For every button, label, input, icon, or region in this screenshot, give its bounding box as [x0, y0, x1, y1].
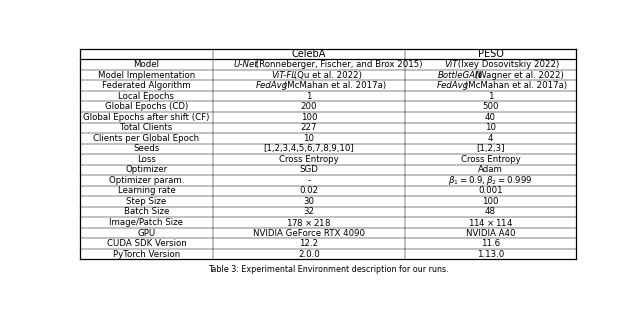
Text: 100: 100 — [482, 197, 499, 206]
Text: (Ronneberger, Fischer, and Brox 2015): (Ronneberger, Fischer, and Brox 2015) — [253, 60, 422, 69]
Text: CelebA: CelebA — [292, 49, 326, 59]
Text: Optimizer: Optimizer — [125, 165, 168, 174]
Text: [1,2,3]: [1,2,3] — [476, 144, 505, 153]
Text: -: - — [307, 176, 310, 185]
Text: Step Size: Step Size — [126, 197, 166, 206]
Text: NVIDIA A40: NVIDIA A40 — [466, 228, 515, 238]
Text: 12.2: 12.2 — [300, 239, 319, 248]
Text: CUDA SDK Version: CUDA SDK Version — [107, 239, 186, 248]
Text: (McMahan et al. 2017a): (McMahan et al. 2017a) — [281, 81, 386, 90]
Text: BottleGAN: BottleGAN — [438, 71, 482, 80]
Text: $114 \times 114$: $114 \times 114$ — [468, 217, 513, 228]
Text: Cross Entropy: Cross Entropy — [279, 155, 339, 164]
Text: Global Epochs after shift (CF): Global Epochs after shift (CF) — [83, 113, 210, 122]
Text: 4: 4 — [488, 134, 493, 143]
Text: Local Epochs: Local Epochs — [118, 92, 175, 101]
Text: Global Epochs (CD): Global Epochs (CD) — [105, 102, 188, 111]
Text: Model: Model — [134, 60, 159, 69]
Text: 2.0.0: 2.0.0 — [298, 250, 320, 258]
Text: Loss: Loss — [137, 155, 156, 164]
Text: GPU: GPU — [138, 228, 156, 238]
Text: Seeds: Seeds — [133, 144, 159, 153]
Text: Batch Size: Batch Size — [124, 208, 169, 216]
Text: 500: 500 — [482, 102, 499, 111]
Text: (Wagner et al. 2022): (Wagner et al. 2022) — [472, 71, 564, 80]
Text: 0.001: 0.001 — [478, 186, 503, 195]
Text: Federated Algorithm: Federated Algorithm — [102, 81, 191, 90]
Text: 10: 10 — [485, 123, 496, 132]
Text: Clients per Global Epoch: Clients per Global Epoch — [93, 134, 200, 143]
Text: [1,2,3,4,5,6,7,8,9,10]: [1,2,3,4,5,6,7,8,9,10] — [264, 144, 355, 153]
Text: (Qu et al. 2022): (Qu et al. 2022) — [291, 71, 362, 80]
Text: 200: 200 — [301, 102, 317, 111]
Text: PyTorch Version: PyTorch Version — [113, 250, 180, 258]
Text: 1.13.0: 1.13.0 — [477, 250, 504, 258]
Text: (McMahan et al. 2017a): (McMahan et al. 2017a) — [462, 81, 567, 90]
Text: 11.6: 11.6 — [481, 239, 500, 248]
Text: 227: 227 — [301, 123, 317, 132]
Text: Optimizer param.: Optimizer param. — [109, 176, 184, 185]
Text: 100: 100 — [301, 113, 317, 122]
Text: ViT-FL: ViT-FL — [272, 71, 297, 80]
Text: 40: 40 — [485, 113, 496, 122]
Text: U-Net: U-Net — [234, 60, 259, 69]
Text: NVIDIA GeForce RTX 4090: NVIDIA GeForce RTX 4090 — [253, 228, 365, 238]
Text: SGD: SGD — [300, 165, 318, 174]
Text: Learning rate: Learning rate — [118, 186, 175, 195]
Text: 1: 1 — [306, 92, 312, 101]
Text: Total Clients: Total Clients — [120, 123, 173, 132]
Text: FedAvg: FedAvg — [437, 81, 470, 90]
Text: Image/Patch Size: Image/Patch Size — [109, 218, 184, 227]
Text: 30: 30 — [303, 197, 314, 206]
Text: 48: 48 — [485, 208, 496, 216]
Text: 0.02: 0.02 — [300, 186, 319, 195]
Text: Model Implementation: Model Implementation — [98, 71, 195, 80]
Text: ViT: ViT — [445, 60, 458, 69]
Text: Cross Entropy: Cross Entropy — [461, 155, 520, 164]
Text: (Ixey Dosovitskiy 2022): (Ixey Dosovitskiy 2022) — [455, 60, 559, 69]
Text: 10: 10 — [303, 134, 314, 143]
Text: FedAvg: FedAvg — [255, 81, 288, 90]
Text: Adam: Adam — [478, 165, 503, 174]
Text: $178 \times 218$: $178 \times 218$ — [287, 217, 332, 228]
Text: PESO: PESO — [477, 49, 504, 59]
Text: 32: 32 — [303, 208, 314, 216]
Text: $\beta_1 = 0.9, \beta_2 = 0.999$: $\beta_1 = 0.9, \beta_2 = 0.999$ — [448, 174, 532, 187]
Text: Table 3: Experimental Environment description for our runs.: Table 3: Experimental Environment descri… — [208, 265, 448, 274]
Text: 1: 1 — [488, 92, 493, 101]
